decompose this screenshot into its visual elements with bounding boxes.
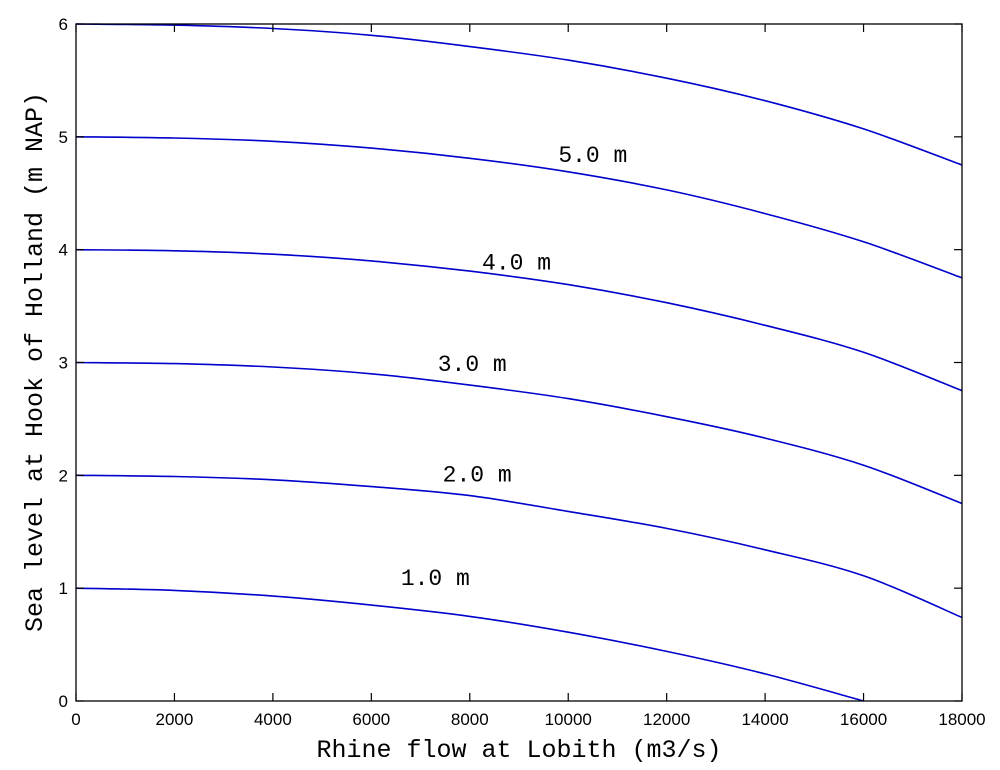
- x-tick-label: 14000: [741, 710, 788, 729]
- series-label-1: 1.0 m: [401, 566, 470, 592]
- x-tick-label: 18000: [938, 710, 985, 729]
- y-tick-label: 2: [59, 466, 68, 485]
- x-tick-label: 10000: [545, 710, 592, 729]
- label-layer: 1.0 m 2.0 m 3.0 m 4.0 m 5.0 m: [401, 143, 628, 592]
- series-line-4: [75, 248, 963, 392]
- series-layer: [75, 23, 963, 702]
- x-tick-label: 2000: [156, 710, 194, 729]
- x-tick-label: 8000: [451, 710, 489, 729]
- y-tick-label: 4: [59, 241, 68, 260]
- x-tick-label: 4000: [254, 710, 292, 729]
- x-tick-label: 6000: [352, 710, 390, 729]
- plot-frame: [75, 23, 963, 702]
- y-tick-label: 5: [59, 128, 68, 147]
- series-line-6: [75, 23, 963, 166]
- y-tick-label: 1: [59, 579, 68, 598]
- series-label-4: 4.0 m: [482, 250, 551, 276]
- series-label-3: 3.0 m: [438, 352, 507, 378]
- x-tick-label: 16000: [840, 710, 887, 729]
- series-label-2: 2.0 m: [443, 462, 512, 488]
- y-tick-label: 3: [59, 354, 68, 373]
- series-label-5: 5.0 m: [558, 143, 627, 169]
- series-line-3: [75, 361, 963, 505]
- x-tick-label: 0: [71, 710, 80, 729]
- x-axis-label: Rhine flow at Lobith (m3/s): [316, 736, 721, 765]
- y-axis-label: Sea level at Hook of Holland (m NAP): [21, 92, 50, 632]
- y-tick-label: 6: [59, 15, 68, 34]
- series-line-1: [75, 587, 864, 702]
- y-tick-label: 0: [59, 692, 68, 711]
- x-tick-label: 12000: [643, 710, 690, 729]
- series-line-2: [75, 474, 963, 619]
- tick-layer: 0 2000 4000 6000 8000 10000 12000 14000 16000 180…: [59, 15, 986, 729]
- series-line-5: [75, 136, 963, 279]
